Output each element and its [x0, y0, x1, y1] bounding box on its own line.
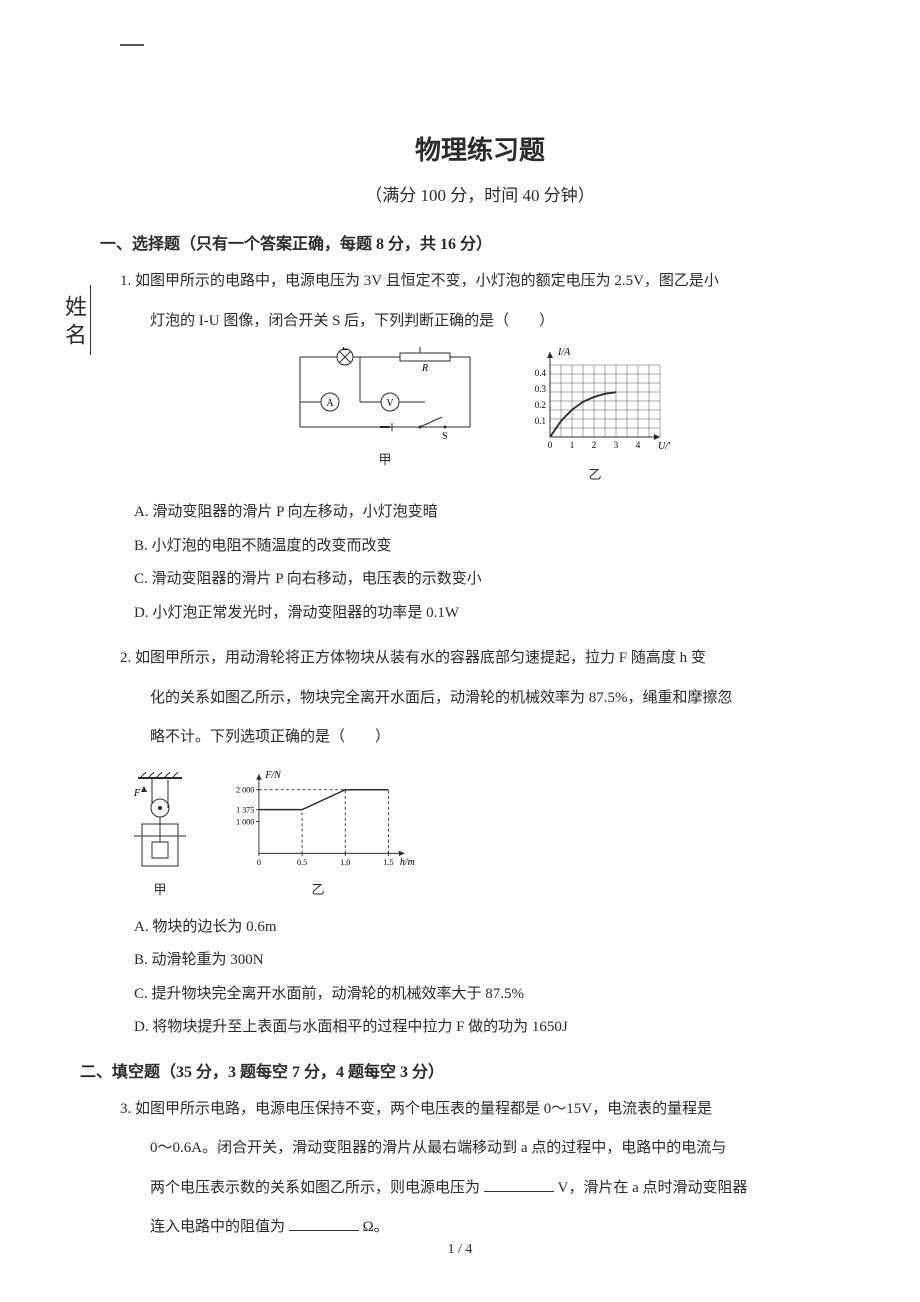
q1-circuit-svg: L P R A V: [290, 347, 480, 442]
q3-line3b: V，滑片在 a 点时滑动变阻器: [558, 1180, 748, 1196]
svg-text:1.5: 1.5: [383, 858, 393, 867]
q2-pulley-svg: F: [130, 772, 190, 872]
page-title: 物理练习题: [120, 130, 840, 167]
q3-line3: 两个电压表示数的关系如图乙所示，则电源电压为 V，滑片在 a 点时滑动变阻器: [120, 1173, 840, 1205]
q2-stem-line2: 化的关系如图乙所示，物块完全离开水面后，动滑轮的机械效率为 87.5%，绳重和摩…: [120, 683, 840, 715]
svg-text:P: P: [428, 347, 434, 350]
q1-fig1-label: 甲: [290, 449, 480, 468]
q3-line4: 连入电路中的阻值为 Ω。: [120, 1212, 840, 1244]
margin-name-label: 姓名: [58, 295, 90, 351]
q3-line4b: Ω。: [363, 1219, 389, 1235]
svg-text:2: 2: [592, 440, 597, 450]
q1-stem-line2: 灯泡的 I-U 图像，闭合开关 S 后，下列判断正确的是（ ）: [120, 306, 840, 338]
q2-stem-line1: 2. 如图甲所示，用动滑轮将正方体物块从装有水的容器底部匀速提起，拉力 F 随高…: [120, 643, 840, 675]
svg-text:L: L: [342, 347, 348, 353]
svg-text:F/N: F/N: [264, 769, 282, 780]
svg-text:0.3: 0.3: [535, 384, 547, 394]
q1-options: A. 滑动变阻器的滑片 P 向左移动，小灯泡变暗 B. 小灯泡的电阻不随温度的改…: [120, 497, 840, 629]
q2-stem-line3: 略不计。下列选项正确的是（ ）: [120, 722, 840, 754]
q2-pulley-wrap: F 甲: [130, 772, 190, 898]
q2-fig1-label: 甲: [130, 879, 190, 898]
q1-optA: A. 滑动变阻器的滑片 P 向左移动，小灯泡变暗: [134, 497, 840, 529]
svg-text:R: R: [421, 363, 428, 374]
q2-figures: F 甲 F/N h/m 1 000 1 375 2 000 0 0.5 1.0 1.5 乙: [130, 762, 840, 898]
q1-optB: B. 小灯泡的电阻不随温度的改变而改变: [134, 531, 840, 563]
q2-optC: C. 提升物块完全离开水面前，动滑轮的机械效率大于 87.5%: [134, 979, 840, 1011]
q2-optD: D. 将物块提升至上表面与水面相平的过程中拉力 F 做的功为 1650J: [134, 1012, 840, 1044]
q3-line4a: 连入电路中的阻值为: [150, 1219, 285, 1235]
svg-text:U/V: U/V: [658, 441, 670, 452]
q3-line1: 3. 如图甲所示电路，电源电压保持不变，两个电压表的量程都是 0～15V，电流表…: [120, 1094, 840, 1126]
svg-text:h/m: h/m: [400, 857, 415, 868]
svg-text:I/A: I/A: [557, 347, 571, 358]
scan-mark: [120, 44, 144, 46]
q1-circuit-wrap: L P R A V: [290, 347, 480, 483]
q3-line2: 0～0.6A。闭合开关，滑动变阻器的滑片从最右端移动到 a 点的过程中，电路中的…: [120, 1133, 840, 1165]
svg-text:F: F: [133, 788, 141, 799]
q1-fig2-label: 乙: [520, 464, 670, 483]
svg-text:S: S: [442, 431, 448, 442]
svg-text:0.4: 0.4: [535, 368, 547, 378]
svg-text:4: 4: [636, 440, 641, 450]
q3-line3a: 两个电压表示数的关系如图乙所示，则电源电压为: [150, 1180, 480, 1196]
q2-chart-wrap: F/N h/m 1 000 1 375 2 000 0 0.5 1.0 1.5 乙: [218, 762, 418, 898]
q1-stem-line1: 1. 如图甲所示的电路中，电源电压为 3V 且恒定不变，小灯泡的额定电压为 2.…: [120, 266, 840, 298]
svg-text:V: V: [386, 398, 394, 409]
svg-text:A: A: [326, 398, 334, 409]
page-subtitle: （满分 100 分，时间 40 分钟）: [120, 181, 840, 206]
q1-iu-chart-svg: I/A U/V 0.1 0.2 0.3 0.4 0 1 2 3 4: [520, 347, 670, 457]
svg-text:1 000: 1 000: [236, 817, 254, 826]
page-number: 1 / 4: [0, 1242, 920, 1258]
svg-text:1 375: 1 375: [236, 805, 254, 814]
q2-fig2-label: 乙: [218, 879, 418, 898]
margin-line: [90, 285, 91, 355]
q3-blank2[interactable]: [289, 1217, 359, 1231]
svg-text:0: 0: [548, 440, 553, 450]
q1-figures: L P R A V: [120, 347, 840, 483]
q2-options: A. 物块的边长为 0.6m B. 动滑轮重为 300N C. 提升物块完全离开…: [120, 912, 840, 1044]
section1-heading: 一、选择题（只有一个答案正确，每题 8 分，共 16 分）: [100, 230, 840, 254]
q2-optB: B. 动滑轮重为 300N: [134, 945, 840, 977]
svg-text:0.5: 0.5: [297, 858, 307, 867]
q1-optC: C. 滑动变阻器的滑片 P 向右移动，电压表的示数变小: [134, 564, 840, 596]
svg-text:0.1: 0.1: [535, 416, 546, 426]
svg-text:1: 1: [570, 440, 575, 450]
q1-chart-wrap: I/A U/V 0.1 0.2 0.3 0.4 0 1 2 3 4 乙: [520, 347, 670, 483]
svg-text:2 000: 2 000: [236, 785, 254, 794]
section2-heading: 二、填空题（35 分，3 题每空 7 分，4 题每空 3 分）: [80, 1058, 840, 1082]
svg-text:3: 3: [614, 440, 619, 450]
q3-blank1[interactable]: [484, 1178, 554, 1192]
q2-optA: A. 物块的边长为 0.6m: [134, 912, 840, 944]
svg-text:0.2: 0.2: [535, 400, 546, 410]
svg-text:0: 0: [257, 858, 261, 867]
q1-optD: D. 小灯泡正常发光时，滑动变阻器的功率是 0.1W: [134, 598, 840, 630]
q2-fh-chart-svg: F/N h/m 1 000 1 375 2 000 0 0.5 1.0 1.5: [218, 762, 418, 872]
svg-text:1.0: 1.0: [340, 858, 350, 867]
